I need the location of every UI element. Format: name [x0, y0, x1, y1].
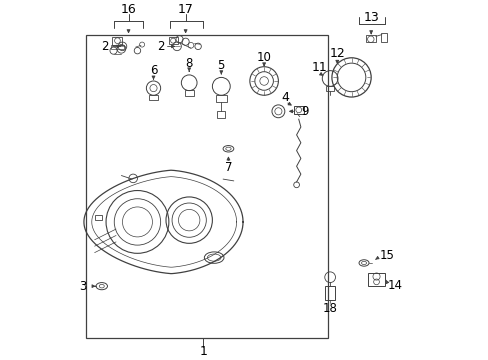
- Text: 4: 4: [281, 90, 289, 104]
- Bar: [324, 286, 335, 300]
- Bar: [217, 111, 225, 118]
- Bar: [216, 95, 226, 102]
- Bar: [367, 273, 385, 286]
- Text: 13: 13: [363, 11, 378, 24]
- Bar: [168, 37, 178, 44]
- Text: 10: 10: [256, 50, 271, 64]
- Text: 5: 5: [217, 59, 224, 72]
- Bar: [111, 45, 123, 49]
- Text: 3: 3: [79, 280, 86, 293]
- Text: 14: 14: [386, 279, 402, 292]
- Text: 11: 11: [311, 61, 326, 74]
- Text: 16: 16: [121, 3, 136, 16]
- Bar: [184, 90, 193, 96]
- Text: 15: 15: [379, 249, 393, 262]
- Text: 1: 1: [199, 345, 207, 358]
- Bar: [149, 95, 158, 100]
- Text: 12: 12: [329, 47, 345, 60]
- Bar: [95, 215, 102, 220]
- Text: 6: 6: [149, 64, 157, 77]
- Text: 8: 8: [185, 57, 192, 70]
- Text: 18: 18: [322, 302, 337, 315]
- Text: 7: 7: [224, 161, 232, 174]
- Bar: [365, 35, 375, 42]
- Text: 2: 2: [156, 40, 164, 53]
- Text: 9: 9: [301, 105, 308, 118]
- Bar: [325, 86, 334, 91]
- Bar: [293, 106, 303, 114]
- Text: 2: 2: [101, 40, 109, 53]
- Bar: [380, 33, 386, 42]
- Text: 17: 17: [177, 3, 193, 16]
- Bar: [85, 35, 327, 338]
- Bar: [112, 37, 122, 45]
